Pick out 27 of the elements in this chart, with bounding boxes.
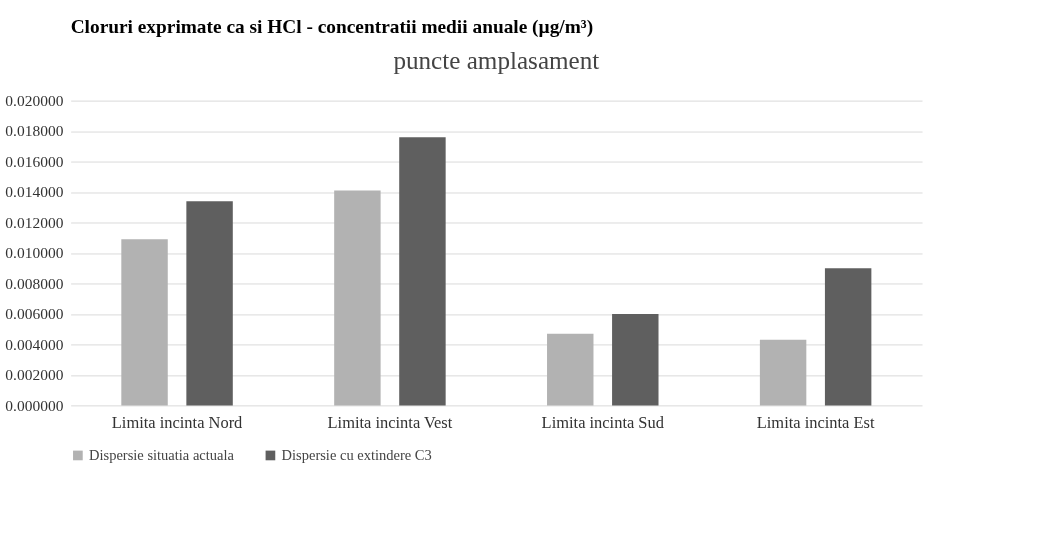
legend-label: Dispersie situatia actuala [89,447,235,464]
y-tick-label: 0.010000 [5,244,64,262]
x-tick-label: Limita incinta Est [756,413,875,433]
bar [824,268,872,406]
y-tick-label: 0.000000 [5,396,64,414]
chart-title: puncte amplasament [393,46,600,74]
bar [547,333,594,406]
text: Cloruri exprimate ca si HCl - concentratii medii anuale (µg/m³) [70,15,594,38]
x-tick-label: Limita incinta Sud [541,413,665,433]
x-tick-label: Limita incinta Nord [111,413,244,433]
bar [399,137,446,406]
legend-label: Dispersie cu extindere C3 [281,447,432,464]
x-tick-label: Limita incinta Vest [327,413,453,433]
bar [759,339,807,406]
bar [186,201,233,406]
y-tick-label: 0.020000 [5,91,64,109]
y-tick-label: 0.008000 [5,274,64,292]
y-tick-label: 0.012000 [5,213,64,231]
y-tick-label: 0.002000 [5,366,64,384]
y-tick-label: 0.014000 [5,183,64,201]
y-tick-label: 0.004000 [5,335,64,353]
bar [121,239,168,406]
bar [612,313,659,406]
y-tick-label: 0.016000 [5,152,64,170]
y-tick-label: 0.006000 [5,305,64,323]
y-tick-label: 0.018000 [5,122,64,140]
bar [334,190,381,406]
